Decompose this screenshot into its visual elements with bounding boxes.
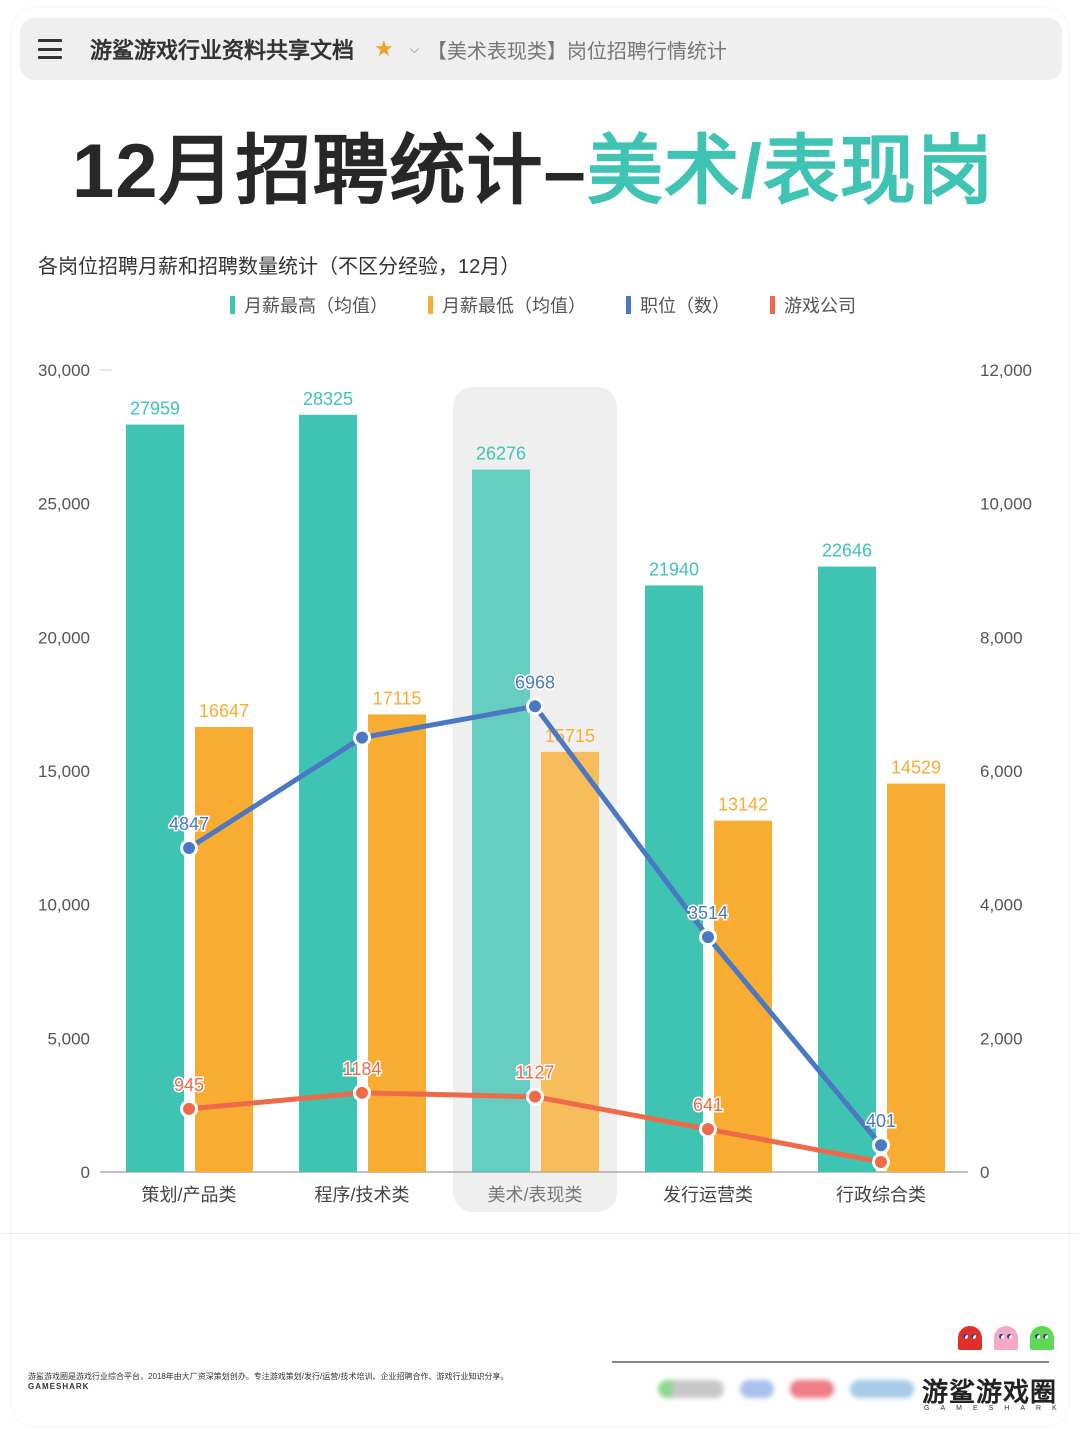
bar-value-label: 15715 <box>545 726 595 746</box>
legend-item[interactable]: 月薪最高（均值） <box>230 292 388 318</box>
right-axis-tick: 8,000 <box>980 628 1023 647</box>
footer-brand: GAMESHARK <box>28 1382 90 1391</box>
category-label: 发行运营类 <box>663 1185 753 1205</box>
ghost-icons <box>958 1326 1054 1350</box>
page-title-highlight: 美术/表现岗 <box>586 129 994 214</box>
legend-swatch <box>230 296 235 314</box>
point-value-label: 3514 <box>688 903 728 923</box>
brand-logo: 游鲨游戏圈 <box>922 1377 1058 1407</box>
bar-salary-high[interactable] <box>472 469 530 1172</box>
chart-legend: 月薪最高（均值） 月薪最低（均值） 职位（数） 游戏公司 <box>230 292 856 318</box>
document-title[interactable]: 游鲨游戏行业资料共享文档 <box>90 38 355 63</box>
bar-salary-low[interactable] <box>714 820 772 1172</box>
page-title: 12月招聘统计–美术/表现岗 <box>72 122 994 222</box>
legend-label: 游戏公司 <box>784 296 856 316</box>
right-axis-tick: 10,000 <box>980 495 1032 514</box>
left-axis-tick: 0 <box>81 1163 90 1182</box>
data-point[interactable] <box>702 1123 714 1136</box>
left-axis-tick: 25,000 <box>38 495 90 514</box>
category-label: 程序/技术类 <box>314 1185 409 1205</box>
right-axis-tick: 2,000 <box>980 1029 1023 1048</box>
data-point[interactable] <box>875 1155 887 1168</box>
bar-value-label: 16647 <box>199 701 249 721</box>
bar-value-label: 17115 <box>373 688 422 708</box>
legend-label: 月薪最低（均值） <box>442 296 586 316</box>
breadcrumb[interactable]: 【美术表现类】岗位招聘行情统计 <box>426 40 727 63</box>
left-axis-tick: 20,000 <box>38 628 90 647</box>
category-label: 策划/产品类 <box>141 1185 236 1205</box>
right-axis-tick: 4,000 <box>980 896 1023 915</box>
point-value-label: 4847 <box>169 814 209 834</box>
partner-logo-zhihu <box>740 1380 774 1398</box>
category-label: 美术/表现类 <box>487 1185 582 1205</box>
chart-title: 各岗位招聘月薪和招聘数量统计（不区分经验，12月） <box>38 256 521 278</box>
bar-value-label: 28325 <box>303 389 353 409</box>
bar-salary-high[interactable] <box>645 585 703 1172</box>
ghost-icon <box>1030 1326 1054 1350</box>
point-value-label: 1184 <box>343 1059 382 1079</box>
point-value-label: 945 <box>174 1075 204 1095</box>
data-point[interactable] <box>875 1139 887 1152</box>
bar-salary-low[interactable] <box>195 726 253 1172</box>
data-point[interactable] <box>183 1102 195 1115</box>
left-axis-tick: 5,000 <box>47 1029 90 1048</box>
page-title-prefix: 12月招聘统计– <box>72 129 587 214</box>
legend-swatch <box>428 296 433 314</box>
point-value-label: 1127 <box>516 1063 555 1083</box>
data-point[interactable] <box>529 700 541 713</box>
combo-chart: 0 5,000 10,000 15,000 20,000 25,000 30,000 0 2,0… <box>38 361 1032 1212</box>
bar-salary-high[interactable] <box>126 424 184 1172</box>
bar-salary-low[interactable] <box>368 714 426 1172</box>
legend-swatch <box>770 296 775 314</box>
data-point[interactable] <box>183 842 195 855</box>
partner-logos <box>658 1380 914 1398</box>
bar-value-label: 13142 <box>718 795 768 815</box>
top-bar: 游鲨游戏行业资料共享文档 ★ ⌵ 【美术表现类】岗位招聘行情统计 <box>20 18 1062 80</box>
data-point[interactable] <box>702 931 714 944</box>
ghost-icon <box>958 1326 982 1350</box>
hamburger-menu-icon[interactable] <box>38 39 62 59</box>
point-value-label: 401 <box>866 1111 896 1131</box>
legend-label: 职位（数） <box>640 296 730 316</box>
bar-value-label: 21940 <box>649 559 699 579</box>
footer-divider <box>612 1361 1049 1363</box>
bar-salary-high[interactable] <box>299 414 357 1172</box>
partner-logo-red <box>790 1380 834 1398</box>
point-value-label: 6968 <box>515 672 555 692</box>
data-point[interactable] <box>356 1086 368 1099</box>
star-icon[interactable]: ★ <box>374 36 394 61</box>
left-axis-tick: 10,000 <box>38 896 90 915</box>
point-value-label: 641 <box>693 1095 723 1115</box>
left-axis-tick: 15,000 <box>38 762 90 781</box>
bar-value-label: 22646 <box>822 541 872 561</box>
right-axis-tick: 12,000 <box>980 361 1032 380</box>
footer-description: 游鲨游戏圈是游戏行业综合平台，2018年由大厂资深策划创办。专注游戏策划/发行/… <box>28 1372 509 1381</box>
ghost-icon <box>994 1326 1018 1350</box>
partner-logo-blue <box>850 1380 914 1398</box>
right-axis-tick: 0 <box>980 1163 989 1182</box>
bar-value-label: 26276 <box>476 444 526 464</box>
legend-item[interactable]: 游戏公司 <box>770 292 856 318</box>
left-axis-tick: 30,000 <box>38 361 90 380</box>
legend-label: 月薪最高（均值） <box>244 296 388 316</box>
legend-item[interactable]: 月薪最低（均值） <box>428 292 586 318</box>
data-point[interactable] <box>356 731 368 744</box>
legend-item[interactable]: 职位（数） <box>626 292 730 318</box>
category-label: 行政综合类 <box>836 1185 926 1205</box>
brand-logo-subtitle: GAMESHARK <box>924 1405 1068 1412</box>
bar-salary-high[interactable] <box>818 566 876 1172</box>
right-axis-tick: 6,000 <box>980 762 1023 781</box>
bar-salary-low[interactable] <box>887 783 945 1172</box>
partner-logo-wechat <box>658 1380 724 1398</box>
divider <box>0 1233 1080 1234</box>
chevron-down-icon[interactable]: ⌵ <box>409 41 419 56</box>
bar-value-label: 14529 <box>891 758 941 778</box>
bar-value-label: 27959 <box>130 399 180 419</box>
data-point[interactable] <box>529 1090 541 1103</box>
legend-swatch <box>626 296 631 314</box>
